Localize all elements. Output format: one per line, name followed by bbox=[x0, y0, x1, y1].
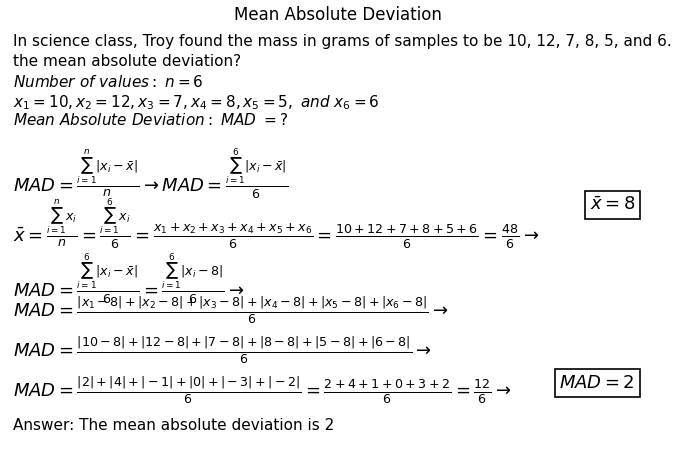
Text: In science class, Troy found the mass in grams of samples to be 10, 12, 7, 8, 5,: In science class, Troy found the mass in… bbox=[13, 34, 675, 49]
Text: $\bar{x} = 8$: $\bar{x} = 8$ bbox=[589, 196, 635, 214]
Text: $MAD = \frac{\sum_{i=1}^{6}|x_i - \bar{x}|}{6} = \frac{\sum_{i=1}^{6}|x_i - 8|}{: $MAD = \frac{\sum_{i=1}^{6}|x_i - \bar{x… bbox=[13, 251, 245, 306]
Text: $\mathit{Mean\ Absolute\ Deviation{:}\ MAD\ {=}?}$: $\mathit{Mean\ Absolute\ Deviation{:}\ M… bbox=[13, 112, 288, 128]
Text: $MAD = \frac{|2| + |4| + |-1| + |0| + |-3| + |-2|}{6} = \frac{2 + 4 + 1 + 0 + 3 : $MAD = \frac{|2| + |4| + |-1| + |0| + |-… bbox=[13, 374, 512, 406]
Text: $\bar{x} = \frac{\sum_{i=1}^{n} x_i}{n} = \frac{\sum_{i=1}^{6} x_i}{6} = \frac{x: $\bar{x} = \frac{\sum_{i=1}^{n} x_i}{n} … bbox=[13, 196, 539, 251]
Text: $MAD = \frac{|10 - 8| + |12 - 8| + |7 - 8| + |8 - 8| + |5 - 8| + |6 - 8|}{6} \ri: $MAD = \frac{|10 - 8| + |12 - 8| + |7 - … bbox=[13, 334, 432, 366]
Text: Answer: The mean absolute deviation is 2: Answer: The mean absolute deviation is 2 bbox=[13, 418, 334, 433]
Text: $\mathit{MAD = 2}$: $\mathit{MAD = 2}$ bbox=[560, 374, 635, 392]
Text: Mean Absolute Deviation: Mean Absolute Deviation bbox=[234, 6, 441, 24]
Text: the mean absolute deviation?: the mean absolute deviation? bbox=[13, 54, 241, 69]
Text: $MAD = \frac{\sum_{i=1}^{n}|x_i - \bar{x}|}{n} \rightarrow MAD = \frac{\sum_{i=1: $MAD = \frac{\sum_{i=1}^{n}|x_i - \bar{x… bbox=[13, 146, 288, 201]
Text: $\mathit{x_1 = 10, x_2 = 12, x_3 = 7, x_4 = 8, x_5 = 5,\ and\ x_6 = 6}$: $\mathit{x_1 = 10, x_2 = 12, x_3 = 7, x_… bbox=[13, 93, 379, 112]
Text: $\mathit{Number\ of\ values{:}\ n = 6}$: $\mathit{Number\ of\ values{:}\ n = 6}$ bbox=[13, 74, 204, 90]
Text: $MAD = \frac{|x_1 - 8| + |x_2 - 8| + |x_3 - 8| + |x_4 - 8| + |x_5 - 8| + |x_6 - : $MAD = \frac{|x_1 - 8| + |x_2 - 8| + |x_… bbox=[13, 294, 448, 326]
